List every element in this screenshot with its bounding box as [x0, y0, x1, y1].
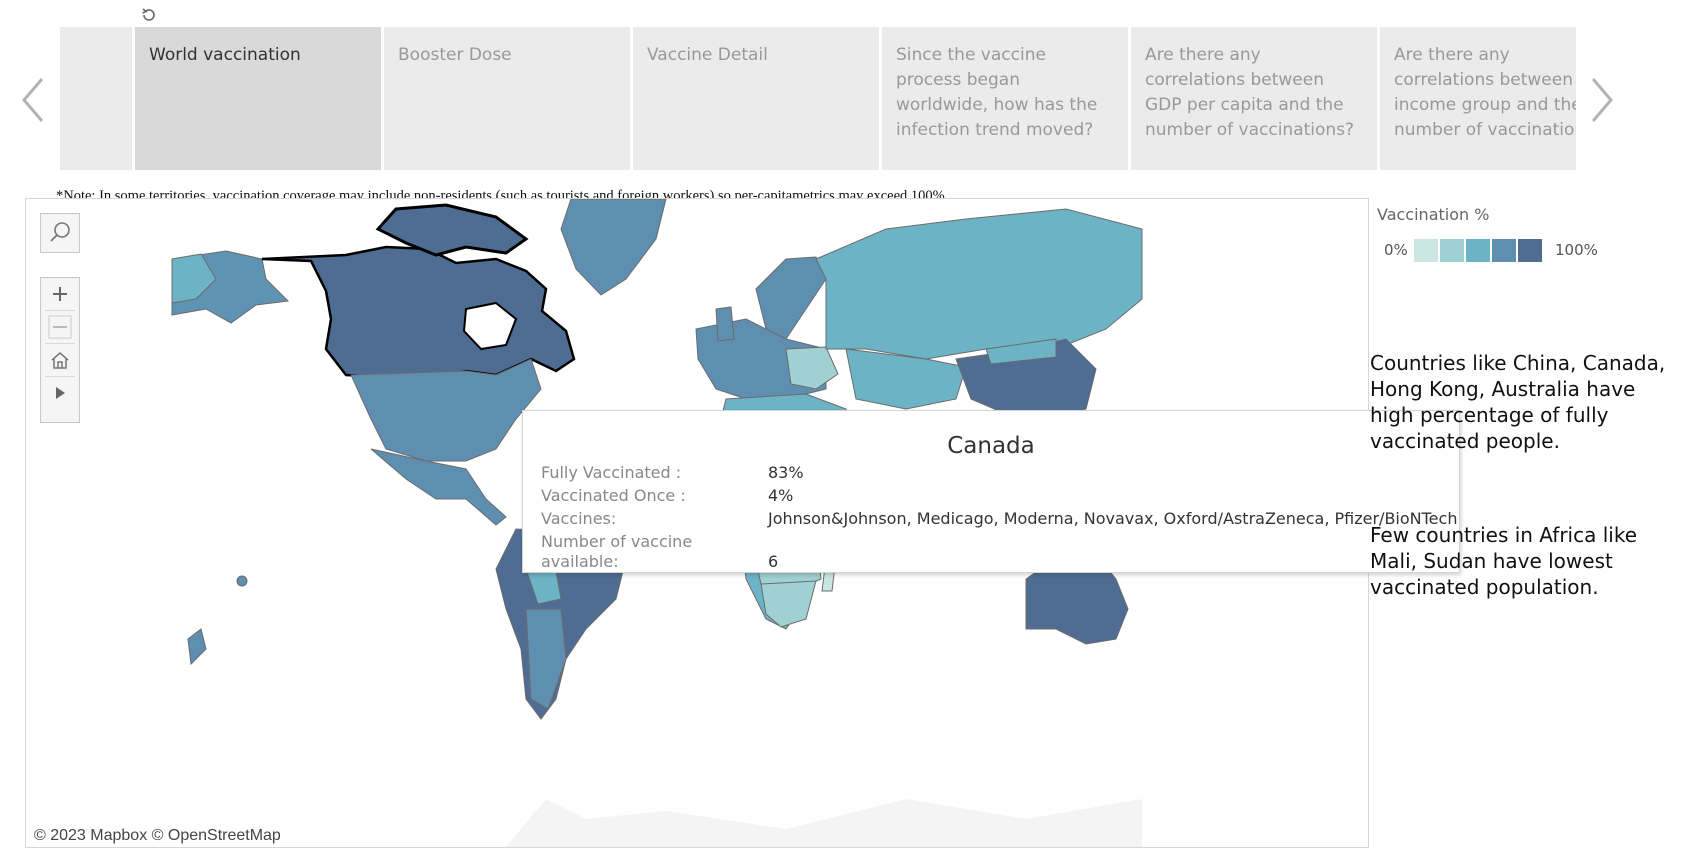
- tooltip-row-vaccine-count: Number of vaccine available: 6: [541, 532, 778, 572]
- story-point-gdp-correlation[interactable]: Are there any correlations between GDP p…: [1131, 27, 1377, 170]
- legend-swatch: [1491, 238, 1517, 263]
- minus-icon: [48, 315, 72, 339]
- tooltip-title: Canada: [947, 433, 1035, 459]
- chevron-right-icon[interactable]: [1587, 75, 1617, 125]
- chevron-left-icon[interactable]: [18, 75, 48, 125]
- legend-color-ramp[interactable]: [1413, 238, 1543, 263]
- zoom-out-button[interactable]: [45, 311, 75, 344]
- map-zoom-controls: [40, 277, 80, 423]
- tooltip-value: 83%: [768, 463, 804, 482]
- pan-button[interactable]: [45, 377, 75, 409]
- reset-icon[interactable]: [140, 6, 158, 24]
- region-hudson-bay: [462, 301, 518, 351]
- tooltip-label: Vaccines:: [541, 509, 617, 528]
- story-point-vaccine-detail[interactable]: Vaccine Detail: [633, 27, 879, 170]
- home-icon: [51, 352, 69, 369]
- legend-min-label: 0%: [1384, 241, 1408, 259]
- play-icon: [56, 387, 65, 399]
- tooltip-row-vaccinated-once: Vaccinated Once : 4%: [541, 486, 793, 506]
- annotation-low-coverage: Few countries in Africa like Mali, Sudan…: [1370, 523, 1637, 599]
- story-point-income-correlation[interactable]: Are there any correlations between incom…: [1380, 27, 1576, 170]
- region-russia: [815, 208, 1143, 360]
- region-alaska-west: [171, 253, 217, 304]
- tooltip-label: Vaccinated Once :: [541, 486, 686, 505]
- region-mongolia: [985, 338, 1057, 365]
- map-attribution[interactable]: © 2023 Mapbox © OpenStreetMap: [32, 827, 283, 845]
- region-southern-africa: [760, 580, 817, 628]
- story-point-blank[interactable]: [60, 27, 132, 170]
- region-canada: [261, 245, 576, 381]
- legend-swatch: [1465, 238, 1491, 263]
- tooltip-value: 4%: [768, 486, 794, 505]
- tooltip-row-vaccines: Vaccines: Johnson&Johnson, Medicago, Mode…: [541, 509, 1457, 529]
- region-central-asia: [845, 348, 967, 410]
- tooltip-label: Number of vaccine available:: [541, 532, 693, 571]
- legend-swatch: [1439, 238, 1465, 263]
- region-uk: [715, 306, 735, 342]
- region-eastern-europe: [785, 346, 839, 390]
- map-geography: [171, 199, 1143, 847]
- tooltip-label: Fully Vaccinated :: [541, 463, 682, 482]
- legend-swatch: [1413, 238, 1439, 263]
- tooltip-value: 6: [768, 552, 779, 571]
- legend-max-label: 100%: [1555, 241, 1598, 259]
- region-argentina: [525, 608, 567, 710]
- region-usa: [350, 358, 542, 462]
- story-point-world-vaccination[interactable]: World vaccination: [135, 27, 381, 170]
- story-navigator: World vaccination Booster Dose Vaccine D…: [60, 27, 1576, 170]
- plus-icon: [53, 287, 67, 301]
- map-search-button[interactable]: [40, 213, 80, 253]
- tooltip-value: Johnson&Johnson, Medicago, Moderna, Nova…: [768, 509, 1458, 528]
- region-pacific-island: [236, 575, 248, 587]
- zoom-in-button[interactable]: [45, 278, 75, 311]
- story-point-infection-trend[interactable]: Since the vaccine process began worldwid…: [882, 27, 1128, 170]
- legend-title: Vaccination %: [1377, 205, 1490, 224]
- region-greenland: [560, 199, 667, 296]
- region-new-zealand: [187, 628, 207, 666]
- tooltip-row-fully-vaccinated: Fully Vaccinated : 83%: [541, 463, 804, 483]
- search-icon: [50, 222, 70, 242]
- legend-swatch: [1517, 238, 1543, 263]
- annotation-high-coverage: Countries like China, Canada, Hong Kong,…: [1370, 351, 1666, 453]
- home-button[interactable]: [45, 344, 75, 377]
- region-mexico: [370, 448, 507, 526]
- region-antarctica: [506, 799, 1142, 847]
- story-point-booster-dose[interactable]: Booster Dose: [384, 27, 630, 170]
- region-scandinavia: [755, 256, 827, 340]
- region-arctic-islands: [375, 203, 529, 257]
- country-tooltip: Canada Fully Vaccinated : 83% Vaccinated …: [522, 410, 1460, 573]
